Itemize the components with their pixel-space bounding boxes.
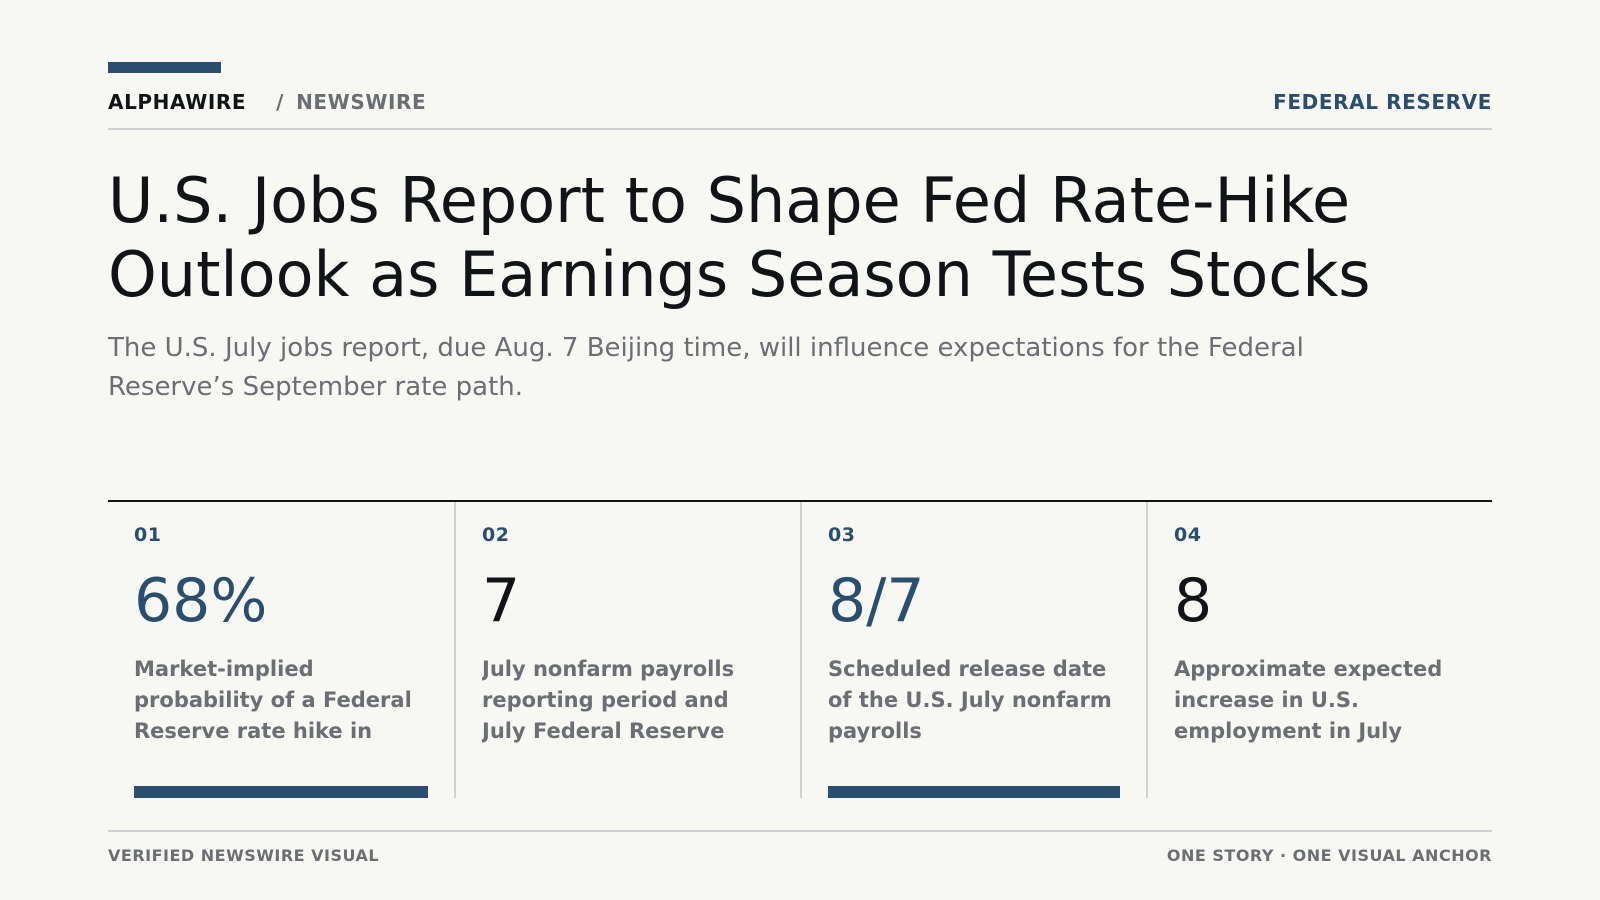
dek: The U.S. July jobs report, due Aug. 7 Be…: [108, 333, 1304, 402]
stat-label: Scheduled release date of the U.S. July …: [828, 657, 1112, 743]
stat-card: 03 8/7 Scheduled release date of the U.S…: [800, 502, 1146, 798]
footer: VERIFIED NEWSWIRE VISUAL ONE STORY · ONE…: [108, 830, 1492, 865]
stat-label: Approximate expected increase in U.S. em…: [1174, 657, 1443, 743]
stat-accent-bar: [828, 786, 1120, 798]
stat-value: 68%: [134, 566, 268, 636]
stat-index: 02: [482, 524, 510, 546]
stat-value: 8/7: [828, 566, 925, 636]
masthead: ALPHAWIRE / NEWSWIRE FEDERAL RESERVE: [108, 90, 1492, 130]
topic-tag[interactable]: FEDERAL RESERVE: [1273, 90, 1492, 114]
stat-card: 02 7 July nonfarm payrolls reporting per…: [454, 502, 800, 798]
stat-card: 04 8 Approximate expected increase in U.…: [1146, 502, 1492, 798]
stat-index: 03: [828, 524, 856, 546]
brand-separator: /: [276, 90, 285, 114]
stat-label: Market-implied probability of a Federal …: [134, 657, 412, 743]
footer-left: VERIFIED NEWSWIRE VISUAL: [108, 846, 380, 865]
stat-label: July nonfarm payrolls reporting period a…: [482, 657, 735, 743]
stat-value: 7: [482, 566, 521, 636]
headline: U.S. Jobs Report to Shape Fed Rate-Hike …: [108, 164, 1371, 311]
stat-index: 01: [134, 524, 162, 546]
brand-line: ALPHAWIRE / NEWSWIRE: [108, 90, 426, 114]
brand-name[interactable]: ALPHAWIRE: [108, 90, 247, 114]
stat-value: 8: [1174, 566, 1213, 636]
stats-row: 01 68% Market-implied probability of a F…: [108, 500, 1492, 798]
stat-index: 04: [1174, 524, 1202, 546]
stat-accent-bar: [134, 786, 428, 798]
stat-card: 01 68% Market-implied probability of a F…: [108, 502, 454, 798]
accent-rule: [108, 62, 221, 73]
footer-right: ONE STORY · ONE VISUAL ANCHOR: [1166, 846, 1492, 865]
section-name[interactable]: NEWSWIRE: [296, 90, 427, 114]
